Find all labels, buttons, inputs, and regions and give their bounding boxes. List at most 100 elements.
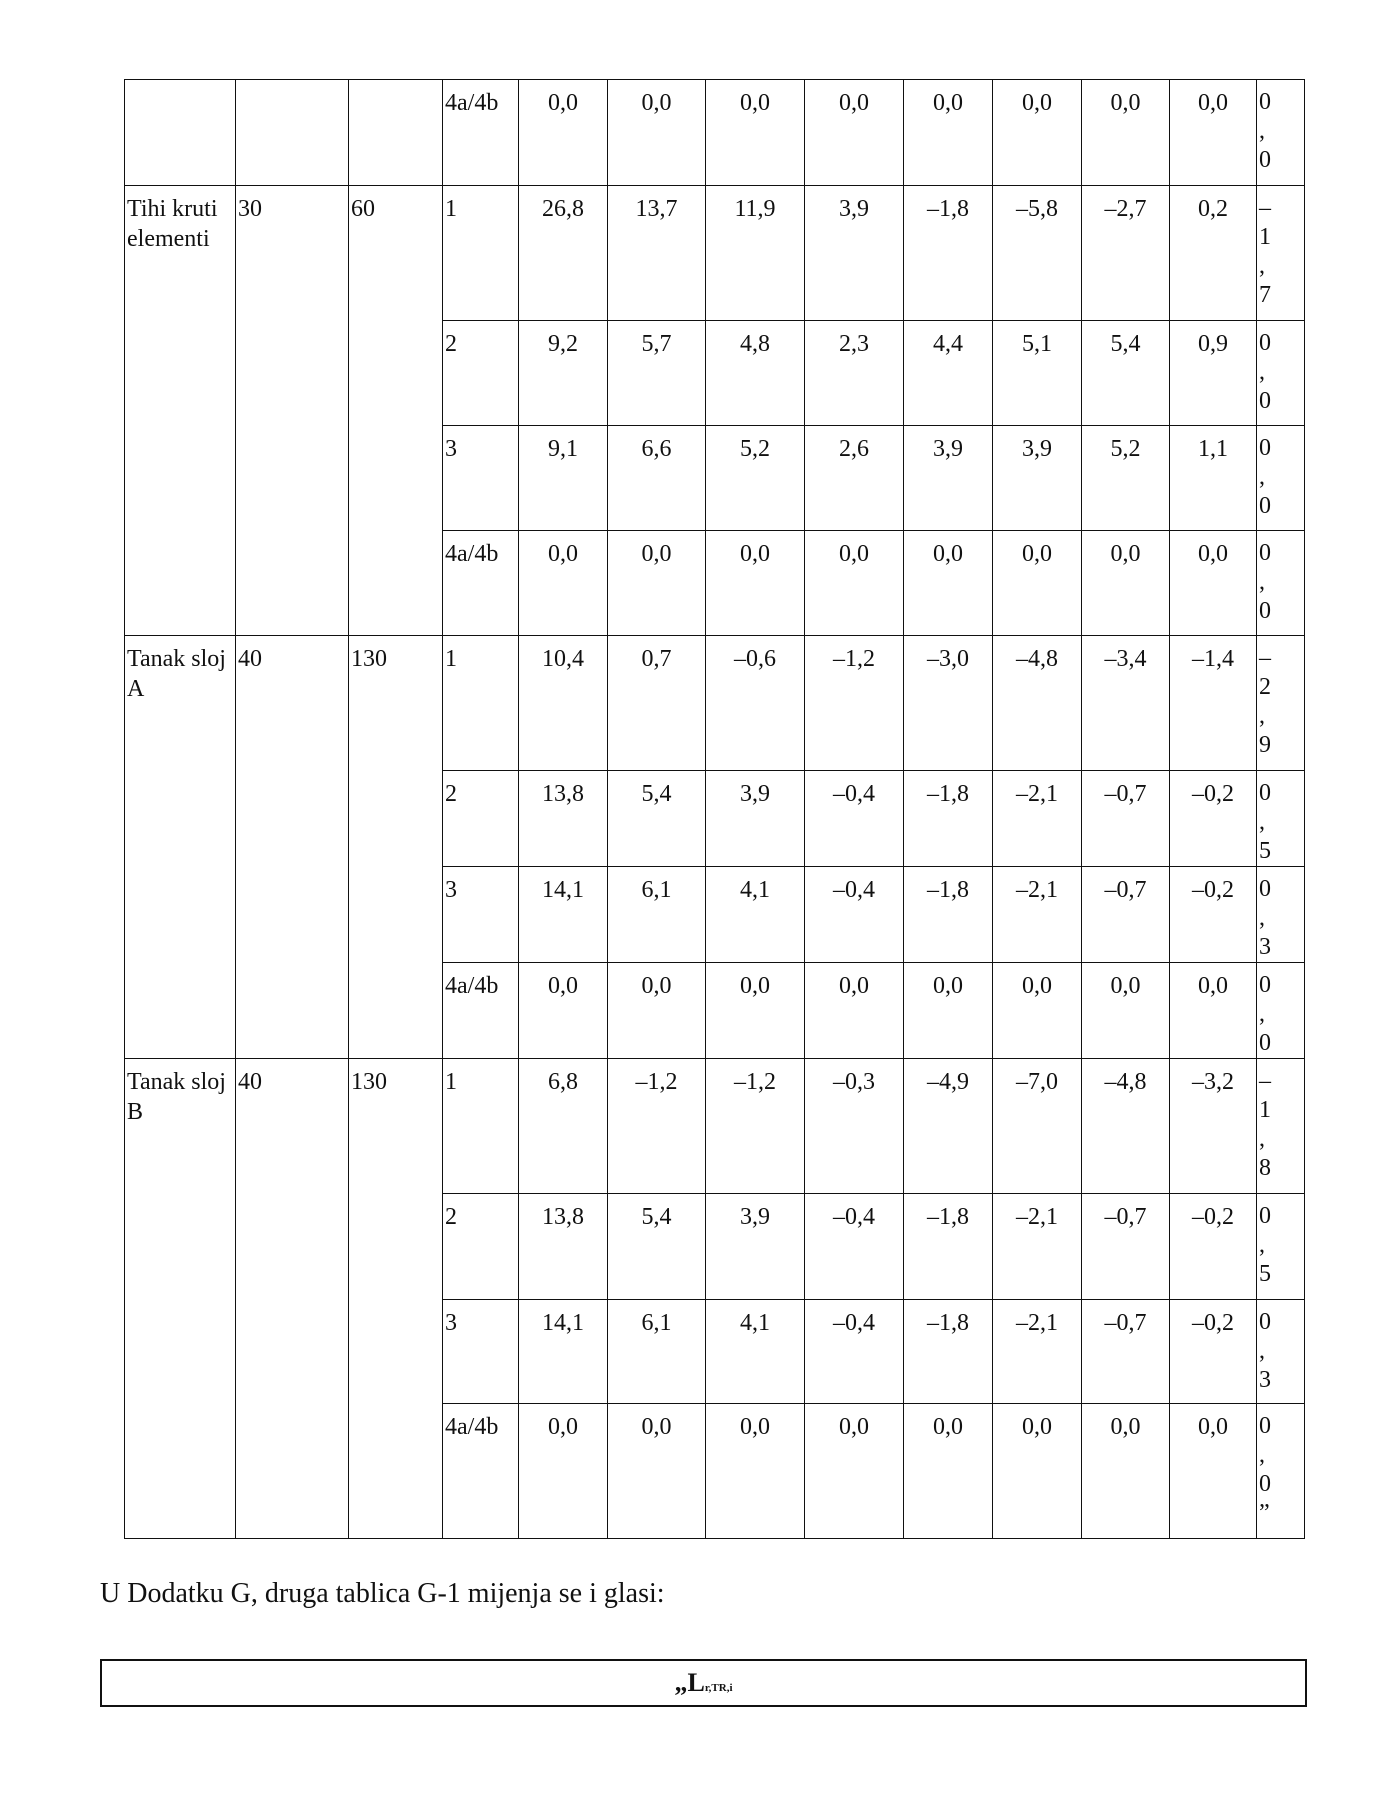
- value-cell: –4,9: [903, 1058, 993, 1194]
- value-cell: –2,7: [1081, 185, 1170, 321]
- value-cell: –4,8: [992, 635, 1082, 771]
- table-row: Tanak sloj A 40 130 1 10,4 0,7 –0,6 –1,2 –3,0 –4,…: [124, 635, 1305, 1059]
- last-value-cell: 0,5: [1256, 770, 1305, 867]
- value-cell: 5,4: [607, 1193, 706, 1300]
- value-cell: 0,0: [1169, 79, 1257, 186]
- value-cell: 3,9: [804, 185, 904, 321]
- last-value-text: 0,0: [1259, 89, 1271, 173]
- group-value-cell: 130: [348, 635, 443, 1059]
- last-value-cell: 0,0”: [1256, 1403, 1305, 1539]
- last-value-text: 0,0: [1259, 972, 1271, 1056]
- group-value-cell: 40: [235, 635, 349, 1059]
- value-cell: –3,2: [1169, 1058, 1257, 1194]
- value-cell: –0,4: [804, 866, 904, 963]
- last-value-cell: –1,7: [1256, 185, 1305, 321]
- last-value-text: 0,0”: [1259, 1413, 1271, 1526]
- value-cell: 0,0: [992, 530, 1082, 636]
- value-cell: –0,2: [1169, 1193, 1257, 1300]
- table-row: Tanak sloj B 40 130 1 6,8 –1,2 –1,2 –0,3 –4,9 –7,…: [124, 1058, 1305, 1539]
- group-value-cell: 30: [235, 185, 349, 636]
- last-value-cell: 0,5: [1256, 1193, 1305, 1300]
- value-cell: –1,8: [903, 185, 993, 321]
- value-cell: 14,1: [518, 1299, 608, 1404]
- value-cell: –0,2: [1169, 866, 1257, 963]
- row-key-cell: 4a/4b: [442, 962, 519, 1059]
- value-cell: 0,0: [607, 962, 706, 1059]
- last-value-text: 0,5: [1259, 1203, 1271, 1287]
- group-name-cell: Tihi kruti elementi: [124, 185, 236, 636]
- value-cell: –2,1: [992, 1193, 1082, 1300]
- value-cell: 0,0: [705, 79, 805, 186]
- value-cell: 0,0: [1081, 1403, 1170, 1539]
- value-cell: 0,0: [1081, 530, 1170, 636]
- value-cell: 0,0: [705, 962, 805, 1059]
- value-cell: –0,7: [1081, 1193, 1170, 1300]
- value-cell: –0,3: [804, 1058, 904, 1194]
- last-value-cell: 0,0: [1256, 962, 1305, 1059]
- last-value-text: –2,9: [1259, 645, 1271, 758]
- value-cell: 9,1: [518, 425, 608, 531]
- value-cell: –0,2: [1169, 1299, 1257, 1404]
- value-cell: 0,0: [1169, 530, 1257, 636]
- value-cell: 2,3: [804, 320, 904, 426]
- last-value-cell: 0,0: [1256, 79, 1305, 186]
- group-name-cell: Tanak sloj A: [124, 635, 236, 1059]
- value-cell: 5,7: [607, 320, 706, 426]
- value-cell: 5,2: [705, 425, 805, 531]
- value-cell: 0,0: [804, 962, 904, 1059]
- value-cell: –1,8: [903, 770, 993, 867]
- value-cell: 1,1: [1169, 425, 1257, 531]
- value-cell: –0,4: [804, 1299, 904, 1404]
- formula-symbol: „L: [674, 1668, 705, 1697]
- value-cell: 6,8: [518, 1058, 608, 1194]
- last-value-cell: –1,8: [1256, 1058, 1305, 1194]
- row-key-cell: 2: [442, 320, 519, 426]
- row-key-cell: 4a/4b: [442, 530, 519, 636]
- value-cell: –1,4: [1169, 635, 1257, 771]
- value-cell: 6,1: [607, 866, 706, 963]
- value-cell: 0,0: [992, 1403, 1082, 1539]
- value-cell: 4,4: [903, 320, 993, 426]
- value-cell: 0,0: [992, 79, 1082, 186]
- value-cell: 11,9: [705, 185, 805, 321]
- table-row: Tihi kruti elementi 30 60 1 26,8 13,7 11,9 3,9–…: [124, 185, 1305, 636]
- row-key-cell: 3: [442, 1299, 519, 1404]
- value-cell: 0,0: [992, 962, 1082, 1059]
- value-cell: –1,2: [607, 1058, 706, 1194]
- value-cell: –0,7: [1081, 866, 1170, 963]
- value-cell: 0,9: [1169, 320, 1257, 426]
- value-cell: –0,6: [705, 635, 805, 771]
- value-cell: 13,8: [518, 1193, 608, 1300]
- value-cell: –7,0: [992, 1058, 1082, 1194]
- value-cell: –0,4: [804, 770, 904, 867]
- value-cell: 6,1: [607, 1299, 706, 1404]
- value-cell: 10,4: [518, 635, 608, 771]
- value-cell: 3,9: [705, 1193, 805, 1300]
- value-cell: –0,7: [1081, 770, 1170, 867]
- value-cell: 0,0: [804, 1403, 904, 1539]
- value-cell: –0,4: [804, 1193, 904, 1300]
- value-cell: 4,8: [705, 320, 805, 426]
- group-value-cell: 60: [348, 185, 443, 636]
- value-cell: –0,2: [1169, 770, 1257, 867]
- value-cell: 9,2: [518, 320, 608, 426]
- value-cell: –2,1: [992, 770, 1082, 867]
- value-cell: 0,0: [518, 1403, 608, 1539]
- group-value-cell: 130: [348, 1058, 443, 1539]
- value-cell: 0,7: [607, 635, 706, 771]
- value-cell: 0,0: [705, 1403, 805, 1539]
- group-name-cell: [124, 79, 236, 186]
- row-key-cell: 3: [442, 866, 519, 963]
- row-key-cell: 2: [442, 770, 519, 867]
- value-cell: 3,9: [705, 770, 805, 867]
- value-cell: 0,0: [518, 79, 608, 186]
- table-row: 2 13,8 5,4 3,9 –0,4 –1,8 –2,1 –0,7 –0,2 0,5: [125, 1193, 1305, 1300]
- value-cell: 13,8: [518, 770, 608, 867]
- last-value-cell: 0,0: [1256, 530, 1305, 636]
- value-cell: 0,0: [607, 530, 706, 636]
- table-row: 3 9,1 6,6 5,2 2,6 3,9 3,9 5,2 1,1 0,0: [125, 425, 1305, 531]
- value-cell: 3,9: [903, 425, 993, 531]
- row-key-cell: 1: [442, 1058, 519, 1194]
- table-row: 2 13,8 5,4 3,9 –0,4 –1,8 –2,1 –0,7 –0,2 0,5: [125, 770, 1305, 867]
- last-value-text: –1,7: [1259, 195, 1271, 308]
